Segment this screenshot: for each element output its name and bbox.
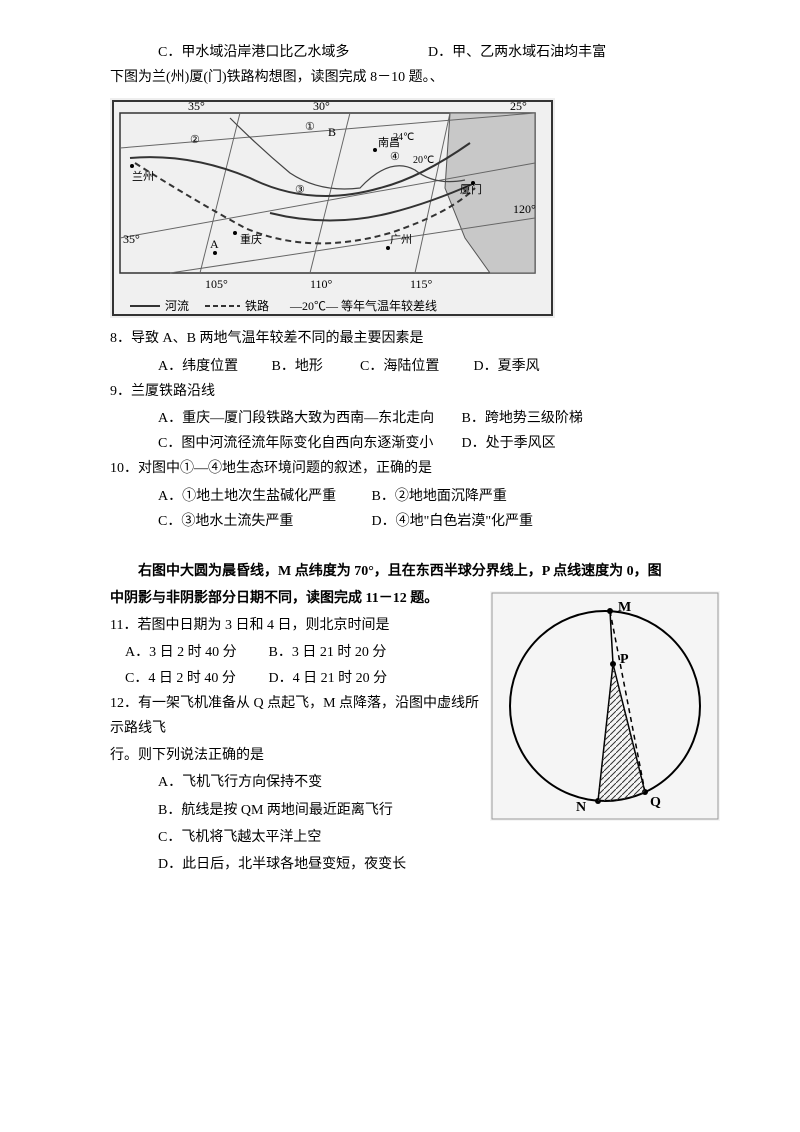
map-figure: 35° 35° 30° 25° 105° 110° 115° 120° 兰州 重… — [110, 98, 555, 318]
q10-option-c: C．③地水土流失严重 — [158, 509, 368, 534]
q10-options-ab: A．①地土地次生盐碱化严重 B．②地地面沉降严重 — [110, 484, 720, 509]
q9-stem: 9．兰厦铁路沿线 — [110, 379, 720, 404]
svg-text:20℃: 20℃ — [413, 155, 434, 166]
intro-11-12-line1: 右图中大圆为晨昏线，M 点纬度为 70°，且在东西半球分界线上，P 点线速度为 … — [110, 559, 720, 584]
q11-option-c: C．4 日 2 时 40 分 — [125, 666, 265, 691]
svg-text:30°: 30° — [313, 99, 330, 113]
intro-8-10: 下图为兰(州)厦(门)铁路构想图，读图完成 8－10 题。、 — [110, 65, 720, 90]
svg-text:广州: 广州 — [390, 233, 412, 246]
q9-option-a: A．重庆—厦门段铁路大致为西南—东北走向 — [158, 406, 458, 431]
circle-svg: M P N Q — [490, 591, 720, 821]
q8-options: A．纬度位置 B．地形 C．海陆位置 D．夏季风 — [110, 354, 720, 379]
q11-option-a: A．3 日 2 时 40 分 — [125, 640, 265, 665]
svg-text:④: ④ — [390, 151, 400, 163]
q11-option-d: D．4 日 21 时 20 分 — [269, 666, 388, 691]
svg-text:①: ① — [305, 121, 315, 133]
svg-text:110°: 110° — [310, 277, 333, 291]
svg-text:兰州: 兰州 — [132, 170, 154, 183]
q8-option-b: B．地形 — [272, 354, 357, 379]
svg-text:B: B — [328, 125, 336, 139]
svg-text:P: P — [620, 652, 629, 667]
q10-stem: 10．对图中①—④地生态环境问题的叙述，正确的是 — [110, 456, 720, 481]
svg-text:—20℃— 等年气温年较差线: —20℃— 等年气温年较差线 — [289, 298, 437, 313]
circle-figure: M P N Q — [490, 591, 720, 821]
svg-text:A: A — [210, 237, 219, 251]
svg-text:24℃: 24℃ — [393, 132, 414, 143]
svg-text:铁路: 铁路 — [245, 298, 269, 313]
map-svg: 35° 35° 30° 25° 105° 110° 115° 120° 兰州 重… — [110, 98, 555, 318]
svg-text:35°: 35° — [188, 99, 205, 113]
q7-option-d: D．甲、乙两水域石油均丰富 — [428, 40, 606, 65]
q9-option-d: D．处于季风区 — [462, 431, 556, 456]
q10-option-b: B．②地地面沉降严重 — [372, 484, 507, 509]
q9-option-c: C．图中河流径流年际变化自西向东逐渐变小 — [158, 431, 458, 456]
q7-option-c: C．甲水域沿岸港口比乙水域多 — [158, 40, 428, 65]
q9-options-cd: C．图中河流径流年际变化自西向东逐渐变小 D．处于季风区 — [110, 431, 720, 456]
q8-option-d: D．夏季风 — [474, 354, 540, 379]
svg-text:厦门: 厦门 — [460, 182, 482, 196]
q8-stem: 8．导致 A、B 两地气温年较差不同的最主要因素是 — [110, 326, 720, 351]
q8-option-c: C．海陆位置 — [360, 354, 470, 379]
svg-text:35°: 35° — [123, 232, 140, 246]
svg-text:Q: Q — [650, 795, 661, 810]
svg-text:M: M — [618, 600, 631, 615]
q10-option-a: A．①地土地次生盐碱化严重 — [158, 484, 368, 509]
q11-option-b: B．3 日 21 时 20 分 — [269, 640, 387, 665]
svg-text:N: N — [576, 800, 586, 815]
q7-options-cd: C．甲水域沿岸港口比乙水域多 D．甲、乙两水域石油均丰富 — [110, 40, 720, 65]
q10-options-cd: C．③地水土流失严重 D．④地"白色岩漠"化严重 — [110, 509, 720, 534]
svg-text:115°: 115° — [410, 277, 433, 291]
svg-text:105°: 105° — [205, 277, 228, 291]
svg-text:河流: 河流 — [165, 299, 189, 313]
q9-option-b: B．跨地势三级阶梯 — [462, 406, 583, 431]
svg-text:②: ② — [190, 134, 200, 146]
svg-text:③: ③ — [295, 184, 305, 196]
svg-text:120°: 120° — [513, 202, 536, 216]
q10-option-d: D．④地"白色岩漠"化严重 — [372, 509, 534, 534]
svg-text:25°: 25° — [510, 99, 527, 113]
q12-option-c: C．飞机将飞越太平洋上空 — [110, 825, 720, 850]
q8-option-a: A．纬度位置 — [158, 354, 268, 379]
q12-option-d: D．此日后，北半球各地昼变短，夜变长 — [110, 852, 720, 877]
svg-text:重庆: 重庆 — [240, 232, 262, 246]
q9-options-ab: A．重庆—厦门段铁路大致为西南—东北走向 B．跨地势三级阶梯 — [110, 406, 720, 431]
